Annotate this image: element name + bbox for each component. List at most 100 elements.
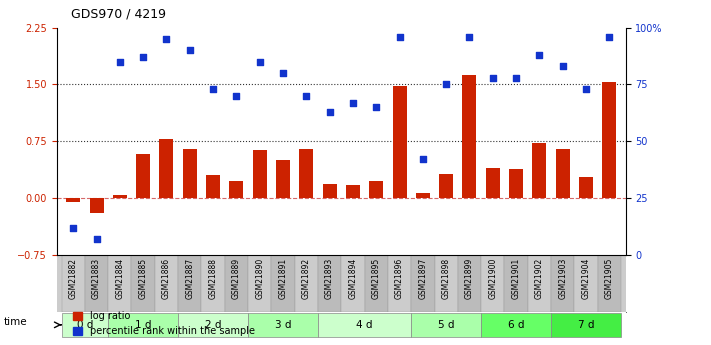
Point (487, 75, 498, 80)
FancyBboxPatch shape (178, 313, 248, 337)
Point (277, 70, 289, 76)
Text: GSM21891: GSM21891 (279, 258, 287, 299)
Text: GSM21887: GSM21887 (186, 258, 194, 299)
Point (114, 59, 126, 65)
Point (534, 52, 545, 58)
FancyBboxPatch shape (411, 313, 481, 337)
Text: GSM21892: GSM21892 (301, 258, 311, 299)
Text: 5 d: 5 d (438, 320, 454, 330)
Text: GSM21901: GSM21901 (512, 258, 520, 299)
Bar (346, 185, 360, 198)
Bar (505, 255, 528, 312)
Point (347, 100, 358, 105)
Legend: log ratio, percentile rank within the sample: log ratio, percentile rank within the sa… (69, 307, 259, 340)
Point (510, 75, 522, 80)
Bar (574, 255, 598, 312)
Bar (411, 255, 434, 312)
Text: GSM21897: GSM21897 (418, 258, 427, 299)
Bar (533, 144, 547, 198)
Bar (299, 149, 314, 198)
Text: GSM21896: GSM21896 (395, 258, 404, 299)
Point (254, 59, 265, 65)
Bar (132, 255, 155, 312)
Bar (392, 86, 407, 198)
Bar (248, 255, 272, 312)
Text: GSM21903: GSM21903 (558, 258, 567, 299)
Text: GSM21893: GSM21893 (325, 258, 334, 299)
Bar (108, 255, 132, 312)
Text: GSM21899: GSM21899 (465, 258, 474, 299)
Text: time: time (4, 317, 27, 326)
Text: 3 d: 3 d (274, 320, 292, 330)
Bar (136, 154, 150, 198)
Text: GSM21888: GSM21888 (208, 258, 218, 299)
FancyBboxPatch shape (62, 313, 108, 337)
Text: GSM21904: GSM21904 (582, 258, 591, 299)
Point (161, 36, 172, 42)
FancyBboxPatch shape (248, 313, 318, 337)
Bar (66, 198, 80, 202)
Point (464, 34, 475, 39)
Bar (206, 175, 220, 198)
Text: 7 d: 7 d (578, 320, 594, 330)
Bar (159, 139, 173, 198)
Text: GSM21889: GSM21889 (232, 258, 241, 299)
Bar (113, 195, 127, 198)
Point (394, 34, 405, 39)
Bar (579, 177, 593, 198)
FancyBboxPatch shape (318, 313, 411, 337)
Bar (183, 149, 197, 198)
Point (557, 63, 568, 69)
FancyBboxPatch shape (108, 313, 178, 337)
Point (604, 34, 615, 39)
Text: 2 d: 2 d (205, 320, 221, 330)
Point (184, 48, 196, 53)
Point (91, 236, 102, 241)
Text: GSM21898: GSM21898 (442, 258, 451, 299)
Bar (509, 169, 523, 198)
Bar (62, 255, 85, 312)
Bar (462, 75, 476, 198)
Bar (602, 82, 616, 198)
Point (137, 55, 149, 60)
Bar (486, 168, 500, 198)
Point (208, 86, 219, 92)
Bar (528, 255, 551, 312)
Bar (551, 255, 574, 312)
Bar (439, 174, 453, 198)
Bar (318, 255, 341, 312)
Bar (225, 255, 248, 312)
Bar (252, 150, 267, 198)
Bar (388, 255, 411, 312)
Bar (365, 255, 388, 312)
Point (580, 86, 592, 92)
Text: GSM21883: GSM21883 (92, 258, 101, 299)
Point (441, 82, 452, 87)
Point (324, 109, 336, 115)
FancyBboxPatch shape (481, 313, 551, 337)
Text: GSM21905: GSM21905 (605, 258, 614, 299)
Text: GSM21895: GSM21895 (372, 258, 381, 299)
Point (230, 93, 242, 99)
Bar (323, 184, 336, 198)
Bar (230, 181, 243, 198)
Bar (85, 255, 108, 312)
Text: GSM21900: GSM21900 (488, 258, 497, 299)
Text: 6 d: 6 d (508, 320, 525, 330)
Bar (556, 149, 570, 198)
Text: GSM21902: GSM21902 (535, 258, 544, 299)
Point (68, 225, 79, 230)
Text: GSM21882: GSM21882 (69, 258, 77, 299)
Bar (481, 255, 505, 312)
Bar (178, 255, 201, 312)
Bar (294, 255, 318, 312)
Point (370, 104, 382, 110)
Text: GDS970 / 4219: GDS970 / 4219 (71, 8, 166, 21)
FancyBboxPatch shape (551, 313, 621, 337)
Bar (434, 255, 458, 312)
Bar (598, 255, 621, 312)
Bar (369, 181, 383, 198)
Bar (341, 255, 365, 312)
Bar (155, 255, 178, 312)
Text: GSM21885: GSM21885 (139, 258, 148, 299)
